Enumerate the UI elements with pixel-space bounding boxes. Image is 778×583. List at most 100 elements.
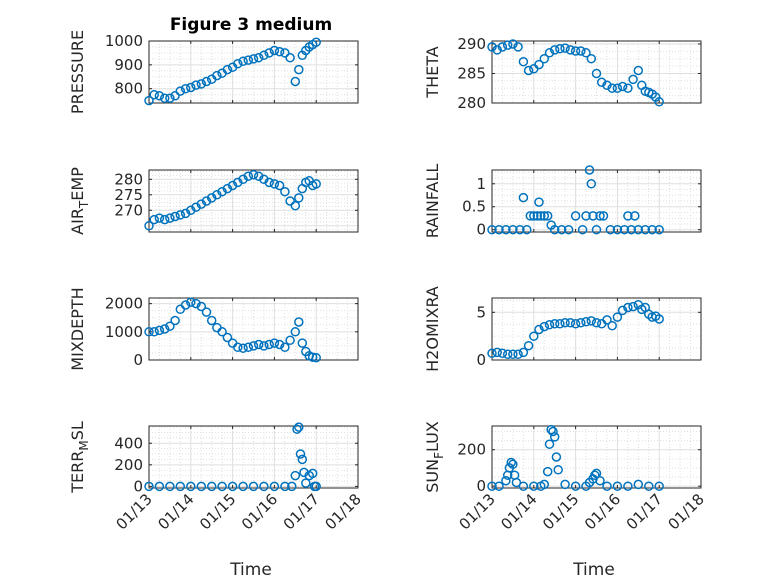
data-point xyxy=(248,54,259,64)
data-series xyxy=(487,424,664,491)
data-point xyxy=(654,224,664,235)
data-point xyxy=(297,338,308,348)
data-point xyxy=(577,224,588,235)
data-point xyxy=(644,481,654,491)
subplot-mixdepth: 0 1000 2000 MIXDEPTH xyxy=(68,287,359,371)
data-point xyxy=(560,479,570,490)
data-point xyxy=(264,48,274,58)
data-point xyxy=(565,318,576,328)
data-point xyxy=(180,208,191,219)
data-point xyxy=(186,481,196,492)
y-tick-label: 0 xyxy=(476,477,486,495)
data-point xyxy=(602,315,612,325)
data-point xyxy=(570,211,581,221)
data-point xyxy=(280,481,290,492)
data-point xyxy=(175,481,186,492)
y-axis-label: MIXDEPTH xyxy=(68,287,87,370)
data-point xyxy=(586,316,597,326)
data-point xyxy=(294,64,304,75)
x-tick-label: 01/15 xyxy=(539,490,582,533)
data-point xyxy=(602,481,612,491)
x-tick-label: 01/18 xyxy=(665,490,708,533)
data-point xyxy=(144,95,154,106)
data-point xyxy=(494,481,504,491)
data-point xyxy=(274,46,285,57)
data-point xyxy=(612,83,623,93)
data-point xyxy=(243,55,254,65)
data-point xyxy=(144,221,154,231)
data-point xyxy=(248,341,259,351)
axes-box xyxy=(491,425,702,489)
data-point xyxy=(570,319,581,329)
data-point xyxy=(612,224,623,235)
data-point xyxy=(492,45,502,55)
data-point xyxy=(602,80,612,91)
grid-lines xyxy=(149,41,358,103)
data-point xyxy=(605,224,616,235)
y-tick-label: 400 xyxy=(114,434,143,452)
x-tick-label: 01/16 xyxy=(581,490,624,533)
grid-lines xyxy=(492,41,701,103)
y-tick-label: 1000 xyxy=(105,323,143,341)
data-point xyxy=(591,468,602,479)
data-point xyxy=(549,224,560,235)
y-tick-label: 200 xyxy=(114,456,143,474)
axes-box xyxy=(148,297,359,361)
data-point xyxy=(285,196,295,206)
data-point xyxy=(534,59,544,70)
data-point xyxy=(243,342,254,353)
data-point xyxy=(196,79,207,89)
data-point xyxy=(165,213,175,223)
data-point xyxy=(588,211,598,221)
x-tick-label: 01/17 xyxy=(280,490,323,533)
x-tick-label: 01/17 xyxy=(623,490,666,533)
data-point xyxy=(264,339,274,350)
data-point xyxy=(633,479,644,490)
data-point xyxy=(586,53,597,64)
y-tick-label: 0 xyxy=(476,221,486,239)
data-point xyxy=(196,199,207,209)
data-point xyxy=(287,481,297,492)
x-tick-label: 01/14 xyxy=(497,490,540,533)
chart-title: Figure 3 medium xyxy=(170,15,332,35)
data-point xyxy=(311,37,321,47)
data-point xyxy=(280,342,290,353)
axes-box xyxy=(148,425,359,489)
y-axis-label: PRESSURE xyxy=(68,30,87,114)
grid-lines xyxy=(492,170,701,232)
data-point xyxy=(529,211,539,221)
data-point xyxy=(154,325,165,336)
data-point xyxy=(508,224,518,235)
data-point xyxy=(542,211,553,221)
y-tick-label: 0 xyxy=(133,477,143,495)
data-point xyxy=(539,479,550,490)
y-tick-label: 800 xyxy=(114,80,143,98)
data-point xyxy=(269,481,280,492)
data-point xyxy=(201,307,212,317)
data-point xyxy=(285,335,295,346)
y-axis-label: TERRMSL xyxy=(68,421,91,494)
data-point xyxy=(294,422,304,432)
data-point xyxy=(501,224,511,235)
data-point xyxy=(546,424,556,435)
x-tick-label: 01/15 xyxy=(196,490,239,533)
data-point xyxy=(233,58,243,69)
y-tick-label: 280 xyxy=(457,94,486,112)
data-point xyxy=(581,317,591,327)
data-point xyxy=(259,341,269,351)
data-point xyxy=(175,210,186,220)
y-tick-label: 0.5 xyxy=(462,198,486,216)
data-point xyxy=(222,64,233,75)
data-point xyxy=(623,481,633,491)
y-tick-label: 5 xyxy=(476,303,486,321)
data-point xyxy=(274,180,285,191)
data-point xyxy=(633,65,644,76)
data-point xyxy=(497,348,508,359)
data-point xyxy=(595,211,605,221)
data-point xyxy=(508,39,518,49)
data-point xyxy=(159,324,170,334)
data-point xyxy=(570,481,581,491)
data-point xyxy=(292,424,302,434)
data-point xyxy=(165,93,175,103)
